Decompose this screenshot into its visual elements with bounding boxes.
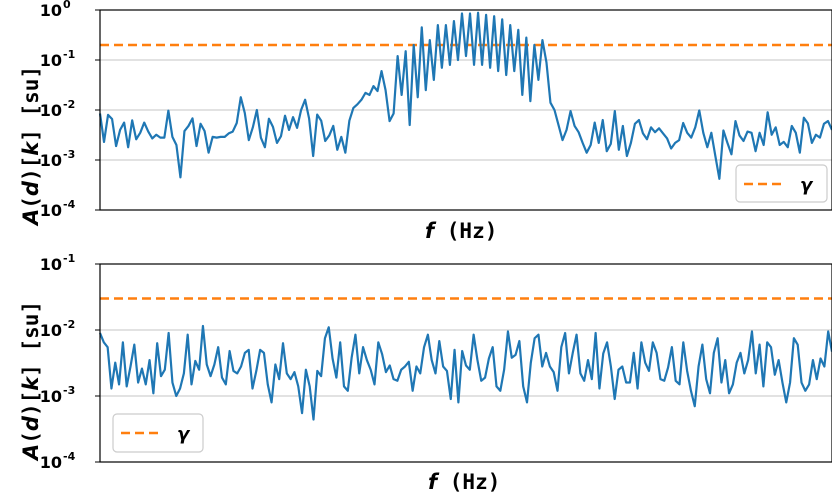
bottom-y-tick-exponent: -4: [63, 450, 76, 463]
top-y-tick-label: 10: [40, 51, 62, 70]
top-spectrum-line: [98, 11, 832, 180]
bottom-y-tick-label: 10: [40, 321, 62, 340]
top-y-tick-exponent: -4: [63, 198, 76, 211]
top-legend: γ: [735, 164, 828, 203]
top-plot-frame: [99, 9, 832, 211]
bottom-legend: γ: [112, 413, 204, 453]
bottom-plot-frame: [99, 263, 832, 463]
top-legend-box: [735, 164, 828, 203]
bottom-x-axis-label: f (Hz): [428, 470, 500, 494]
bottom-y-tick-exponent: -3: [63, 384, 75, 397]
bottom-legend-label: γ: [177, 424, 191, 445]
bottom-y-tick-exponent: -2: [63, 318, 75, 331]
top-y-tick-label: 10: [40, 201, 62, 220]
top-legend-label: γ: [800, 175, 814, 196]
top-y-tick-exponent: -2: [63, 98, 75, 111]
top-y-tick-label: 10: [40, 1, 62, 20]
top-y-tick-exponent: -1: [63, 48, 75, 61]
bottom-y-tick-label: 10: [40, 387, 62, 406]
bottom-y-axis-label: A(d)[k] [su]: [19, 301, 43, 462]
bottom-y-tick-exponent: -1: [63, 252, 75, 265]
top-y-tick-label: 10: [40, 151, 62, 170]
bottom-y-tick-label: 10: [40, 453, 62, 472]
bottom-y-tick-label: 10: [40, 255, 62, 274]
top-y-tick-exponent: 0: [63, 0, 71, 11]
top-grid: [100, 9, 832, 211]
bottom-ticks: 10-110-210-310-4: [40, 252, 100, 472]
bottom-spectrum-line: [98, 324, 832, 421]
bottom-panel: 10-110-210-310-4 γ f (Hz) A(d)[k] [su]: [19, 252, 832, 494]
top-x-axis-label: f (Hz): [425, 219, 497, 243]
top-y-axis-label: A(d)[k] [su]: [19, 66, 43, 227]
top-y-tick-exponent: -3: [63, 148, 75, 161]
top-y-tick-label: 10: [40, 101, 62, 120]
